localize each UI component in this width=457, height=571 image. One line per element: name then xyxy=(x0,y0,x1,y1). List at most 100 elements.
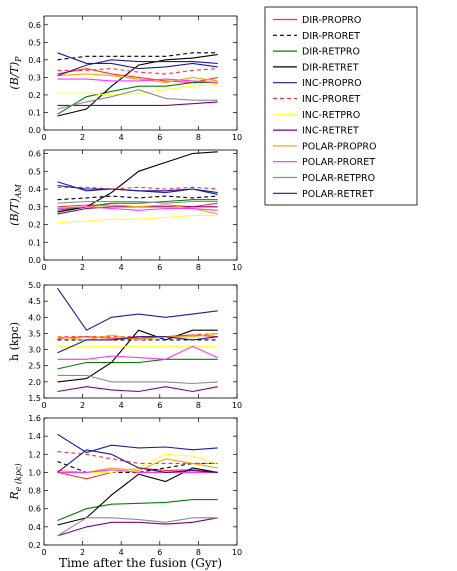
legend-label: POLAR-RETRET xyxy=(302,189,374,200)
y-tick-label: 0.4 xyxy=(28,523,41,532)
x-tick-label: 0 xyxy=(41,401,46,410)
y-tick-label: 0.8 xyxy=(28,487,41,496)
x-tick-label: 4 xyxy=(119,133,124,142)
x-tick-label: 8 xyxy=(196,548,201,557)
legend-label: INC-RETPRO xyxy=(302,110,360,121)
y-axis-label: (B/T)P xyxy=(8,56,23,90)
y-axis-label: (B/T)AM xyxy=(8,183,23,225)
y-tick-label: 0.3 xyxy=(28,203,41,212)
y-axis-label: h (kpc) xyxy=(8,322,21,361)
legend-label: DIR-PRORET xyxy=(302,31,360,42)
x-axis-label: Time after the fusion (Gyr) xyxy=(59,556,222,570)
y-tick-label: 0.5 xyxy=(28,38,41,47)
plot-frame xyxy=(43,15,238,131)
x-tick-label: 6 xyxy=(157,548,162,557)
series-line-inc-propro xyxy=(57,433,218,454)
plot-frame xyxy=(43,149,238,261)
series-line-dir-propro xyxy=(57,467,218,480)
y-tick-label: 3.5 xyxy=(28,329,41,338)
series-line-inc-propro xyxy=(57,52,218,70)
legend: DIR-PROPRO DIR-PRORET DIR-RETPRO DIR-RETRET… xyxy=(264,6,418,206)
x-tick-label: 0 xyxy=(41,133,46,142)
series-line-inc-retret xyxy=(57,386,218,393)
y-tick-label: 2.5 xyxy=(28,362,41,371)
x-tick-label: 4 xyxy=(119,263,124,272)
y-tick-label: 0.2 xyxy=(28,91,41,100)
y-tick-label: 0.2 xyxy=(28,221,41,230)
x-tick-label: 10 xyxy=(232,401,242,410)
series-line-dir-proret xyxy=(57,195,218,201)
legend-label: DIR-RETRET xyxy=(302,62,359,73)
series-line-polar-retpro xyxy=(57,200,218,204)
y-tick-label: 0.5 xyxy=(28,167,41,176)
y-axis-label: Re (kpc) xyxy=(8,463,23,500)
series-line-polar-retret xyxy=(57,449,218,473)
x-tick-label: 10 xyxy=(232,263,242,272)
series-line-polar-proret xyxy=(57,345,218,360)
series-line-dir-retret xyxy=(57,329,218,383)
y-tick-label: 1.5 xyxy=(28,394,41,403)
series-line-inc-retret xyxy=(57,101,218,106)
series-line-polar-proret xyxy=(57,469,218,473)
x-tick-label: 2 xyxy=(80,548,85,557)
y-tick-label: 0.2 xyxy=(28,541,41,550)
y-tick-label: 0.6 xyxy=(28,150,41,159)
series-line-dir-retret xyxy=(57,54,218,117)
legend-label: INC-PROPRO xyxy=(302,78,362,89)
series-line-dir-retpro xyxy=(57,499,218,522)
series-line-polar-proret xyxy=(57,78,218,84)
series-line-inc-proret xyxy=(57,68,218,75)
series-line-inc-propro xyxy=(57,287,218,331)
y-tick-label: 0.1 xyxy=(28,108,41,117)
y-tick-label: 1.4 xyxy=(28,432,41,441)
series-line-inc-proret xyxy=(57,332,218,338)
x-tick-label: 8 xyxy=(196,401,201,410)
x-tick-label: 4 xyxy=(119,548,124,557)
x-tick-label: 2 xyxy=(80,133,85,142)
series-line-polar-retpro xyxy=(57,89,218,110)
x-tick-label: 0 xyxy=(41,548,46,557)
series-line-inc-retpro xyxy=(57,215,218,224)
y-tick-label: 0.6 xyxy=(28,21,41,30)
x-tick-label: 8 xyxy=(196,133,201,142)
legend-label: POLAR-PRORET xyxy=(302,157,375,168)
series-line-polar-retpro xyxy=(57,374,218,385)
series-line-dir-retpro xyxy=(57,82,218,115)
x-tick-label: 10 xyxy=(232,548,242,557)
y-tick-label: 1.0 xyxy=(28,468,41,477)
legend-label: POLAR-PROPRO xyxy=(302,141,376,152)
plot-frame xyxy=(43,284,238,399)
y-tick-label: 0.0 xyxy=(28,256,41,265)
series-line-dir-proret xyxy=(57,52,218,61)
series-line-polar-retret xyxy=(57,59,218,77)
x-tick-label: 8 xyxy=(196,263,201,272)
series-line-polar-propro xyxy=(57,73,218,84)
series-line-polar-retpro xyxy=(57,517,218,537)
legend-label: INC-RETRET xyxy=(302,126,359,137)
chart-panel-4: 0 2 4 6 8 10 0.2 0.4 0.6 0.8 1.0 1.2 1.4 1.6 Re (kpc) T… xyxy=(8,414,242,570)
y-tick-label: 0.3 xyxy=(28,73,41,82)
plot-frame xyxy=(43,417,238,546)
chart-panel-3: 0 2 4 6 8 10 1.5 2.0 2.5 3.0 3.5 4.0 4.5 5.0 h (kpc) xyxy=(8,281,242,410)
x-tick-label: 6 xyxy=(157,263,162,272)
y-tick-label: 5.0 xyxy=(28,281,41,290)
series-line-polar-retret xyxy=(57,336,218,354)
x-tick-label: 4 xyxy=(119,401,124,410)
y-tick-label: 2.0 xyxy=(28,378,41,387)
y-tick-label: 4.0 xyxy=(28,313,41,322)
legend-label: DIR-RETPRO xyxy=(302,47,360,58)
y-tick-label: 4.5 xyxy=(28,297,41,306)
y-tick-label: 1.6 xyxy=(28,414,41,423)
x-tick-label: 6 xyxy=(157,401,162,410)
x-tick-label: 10 xyxy=(232,133,242,142)
series-line-inc-retpro xyxy=(57,83,218,96)
y-tick-label: 0.6 xyxy=(28,505,41,514)
y-tick-label: 3.0 xyxy=(28,346,41,355)
legend-label: DIR-PROPRO xyxy=(302,15,361,26)
series-line-inc-proret xyxy=(57,186,218,190)
series-line-dir-retpro xyxy=(57,358,218,370)
legend-label: INC-PRORET xyxy=(302,94,360,105)
chart-panel-2: 0 2 4 6 8 10 0.0 0.1 0.2 0.3 0.4 0.5 0.6 (B/T)AM xyxy=(8,150,242,272)
x-tick-label: 2 xyxy=(80,401,85,410)
